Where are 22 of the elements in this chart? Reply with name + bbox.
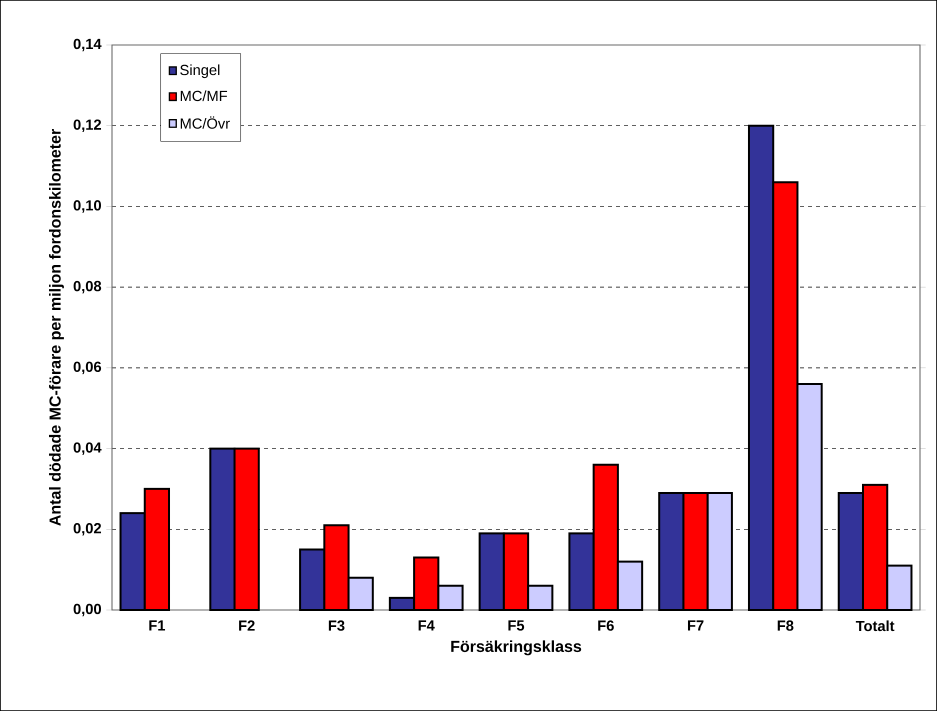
legend-label: MC/MF	[180, 90, 228, 102]
x-tick-label: F5	[508, 620, 524, 631]
y-tick-label: 0,06	[74, 362, 102, 374]
y-tick-label: 0,12	[74, 119, 102, 132]
y-tick-label: 0,00	[74, 604, 101, 616]
x-axis-title: Försäkringsklass	[451, 640, 582, 656]
y-tick-label: 0,04	[74, 442, 102, 455]
x-tick-label: F4	[418, 620, 435, 630]
x-tick-label: F2	[239, 620, 255, 631]
y-axis-title: Antal dödade MC-förare per miljon fordonskilometer	[48, 129, 64, 526]
y-tick-label: 0,08	[74, 280, 102, 294]
y-tick-label: 0,14	[74, 38, 102, 52]
x-tick-label: F8	[778, 620, 794, 631]
x-tick-label: F3	[328, 620, 344, 631]
x-tick-label: F1	[149, 620, 166, 630]
y-tick-label: 0,02	[74, 523, 102, 536]
x-tick-label: Totalt	[856, 620, 894, 632]
legend-label: Singel	[180, 64, 220, 78]
x-tick-label: F6	[598, 620, 614, 631]
y-tick-label: 0,10	[74, 200, 101, 213]
legend-label: MC/Övr	[180, 116, 230, 129]
x-tick-label: F7	[688, 620, 704, 630]
